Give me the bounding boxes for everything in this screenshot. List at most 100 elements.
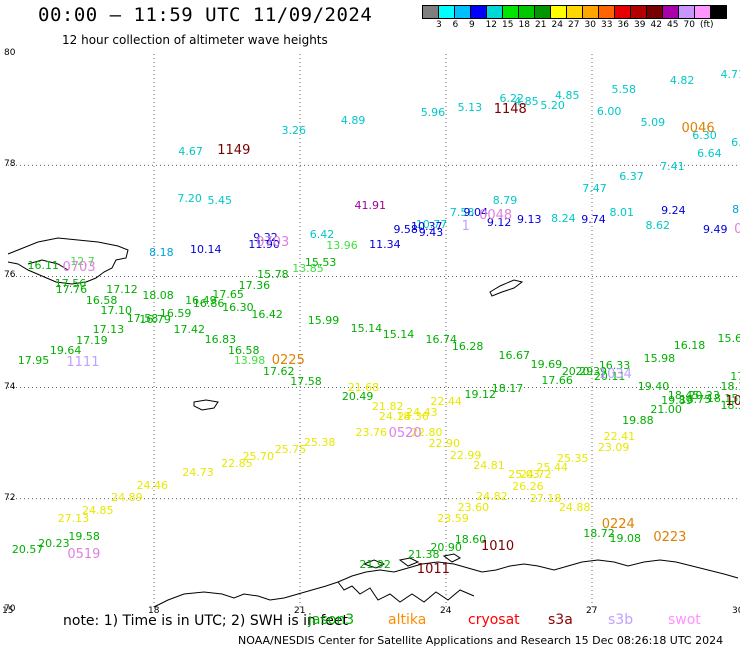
wave-height-value: 7.58 xyxy=(449,206,475,220)
latitude-label: 74 xyxy=(4,381,16,392)
legend-entry-jason3: jason3 xyxy=(308,612,355,628)
wave-height-value: 17.1 xyxy=(730,369,740,383)
wave-height-value: 8.62 xyxy=(645,219,671,233)
wave-height-value: 24.43 xyxy=(406,405,438,419)
wave-height-value: 16.30 xyxy=(222,300,254,314)
wave-height-value: 21.92 xyxy=(359,557,391,571)
wave-height-value: 17.95 xyxy=(17,354,50,368)
wave-height-value: 25.70 xyxy=(242,449,275,463)
longitude-label: 27 xyxy=(586,606,598,616)
wave-height-value: 17.36 xyxy=(238,278,271,292)
wave-height-value: 20.39 xyxy=(575,365,607,379)
color-scale-label: 21 xyxy=(535,20,547,30)
wave-height-value: 16.58 xyxy=(85,294,118,308)
wave-height-value: 22.41 xyxy=(603,429,636,443)
wave-height-value: 41.91 xyxy=(354,199,387,213)
color-scale-swatch xyxy=(710,5,727,19)
wave-height-value: 16.49 xyxy=(185,294,217,308)
legend-entry-cryosat: cryosat xyxy=(468,612,520,628)
color-scale-swatch xyxy=(566,5,583,19)
wave-height-value: 27.18 xyxy=(529,492,562,506)
wave-height-value: 18.45 xyxy=(667,388,700,402)
kong-karls-land xyxy=(489,279,524,297)
color-scale-label: 36 xyxy=(617,20,629,30)
pass-time-marker: 0703 xyxy=(62,259,96,275)
color-scale-label: 27 xyxy=(568,20,580,30)
color-scale-label: 3 xyxy=(436,20,442,30)
pass-time-marker: 0 xyxy=(734,222,740,238)
wave-height-value: 5.13 xyxy=(457,100,483,114)
wave-height-value: 8.4 xyxy=(732,203,740,217)
wave-height-value: 16.33 xyxy=(598,358,631,372)
wave-height-value: 9.49 xyxy=(702,223,728,237)
wave-height-value: 22.85 xyxy=(221,456,253,470)
wave-height-value: 4.89 xyxy=(340,114,366,128)
wave-height-value: 19.88 xyxy=(622,414,654,428)
color-scale-label: 39 xyxy=(634,20,646,30)
wave-height-value: 3.26 xyxy=(281,124,307,138)
wave-height-value: 18.10 xyxy=(720,379,740,393)
map-title: 00:00 — 11:59 UTC 11/09/2024 xyxy=(38,4,373,26)
wave-height-value: 18.75 xyxy=(679,393,712,407)
wave-height-value: 5.09 xyxy=(640,116,666,130)
wave-height-value: 20.57 xyxy=(11,543,44,557)
legend-entry-swot: swot xyxy=(668,612,701,628)
wave-height-value: 23.76 xyxy=(355,425,387,439)
wave-height-value: 20.49 xyxy=(341,389,374,403)
wave-height-value: 16.74 xyxy=(425,333,458,347)
wave-height-value: 12.7 xyxy=(70,255,95,269)
wave-height-value: 7.20 xyxy=(177,192,202,205)
wave-height-value: 17.10 xyxy=(100,304,132,318)
color-scale-labels: 3 6 9 12 15 18 21 24 27 30 33 36 39 42 45 70 (ft) xyxy=(422,20,740,32)
map-canvas xyxy=(7,54,739,610)
wave-height-value: 5.96 xyxy=(420,106,446,120)
color-scale-swatch xyxy=(518,5,535,19)
wave-height-value: 15.61 xyxy=(717,332,740,346)
pass-time-marker: 1149 xyxy=(217,143,251,159)
wave-height-value: 16.18 xyxy=(673,338,706,352)
wave-height-value: 20.90 xyxy=(430,541,462,555)
color-scale-swatch xyxy=(502,5,519,19)
wave-height-value: 13.96 xyxy=(326,238,358,252)
wave-height-value: 25.38 xyxy=(303,435,336,449)
wave-height-value: 18.17 xyxy=(491,382,524,396)
pass-time-marker: 1010 xyxy=(481,538,515,554)
wave-height-value: 17.42 xyxy=(173,323,205,337)
pass-time-marker: 1034 xyxy=(598,366,632,382)
wave-height-value: 25.35 xyxy=(556,452,589,466)
latitude-label: 76 xyxy=(4,270,16,281)
wave-height-value: 17.66 xyxy=(541,374,573,388)
color-scale-label: 30 xyxy=(584,20,596,30)
color-scale-swatch xyxy=(694,5,711,19)
wave-height-value: 8.18 xyxy=(149,245,174,259)
lat-lon-grid xyxy=(8,54,738,610)
color-scale-label: 70 xyxy=(683,20,695,30)
wave-height-value: 13.98 xyxy=(233,354,266,368)
pass-time-marker: 1 xyxy=(461,218,470,234)
wave-height-value: 23.09 xyxy=(597,441,630,455)
legend-entry-s3b: s3b xyxy=(608,612,634,628)
color-scale-label: 33 xyxy=(601,20,613,30)
wave-height-value: 9.74 xyxy=(581,213,606,227)
wave-height-value: 17.58 xyxy=(126,312,159,326)
wave-height-value: 10.14 xyxy=(190,243,222,257)
wave-height-value: 21.82 xyxy=(372,399,404,413)
wave-height-value: 9.32 xyxy=(253,230,278,244)
wave-height-value: 19.64 xyxy=(49,344,82,358)
wave-height-value: 16.59 xyxy=(159,306,192,320)
wave-height-value: 5.58 xyxy=(611,83,636,97)
pass-time-marker: 1148 xyxy=(493,101,527,117)
wave-height-value: 18.15 xyxy=(706,392,739,406)
wave-height-value: 9.04 xyxy=(463,206,489,220)
svalbard-coast-inner xyxy=(27,259,69,271)
wave-height-value: 25.75 xyxy=(274,443,307,457)
wave-height-value: 6.37 xyxy=(619,169,644,183)
wave-height-value: 21.68 xyxy=(347,381,380,395)
latitude-label: 72 xyxy=(4,492,16,503)
wave-height-value: 18.72 xyxy=(583,526,615,540)
wave-height-value: 23.60 xyxy=(457,501,490,515)
wave-height-value: 16.86 xyxy=(192,296,225,310)
wave-height-value: 19.40 xyxy=(637,379,670,393)
wave-height-value: 16.11 xyxy=(27,258,59,272)
